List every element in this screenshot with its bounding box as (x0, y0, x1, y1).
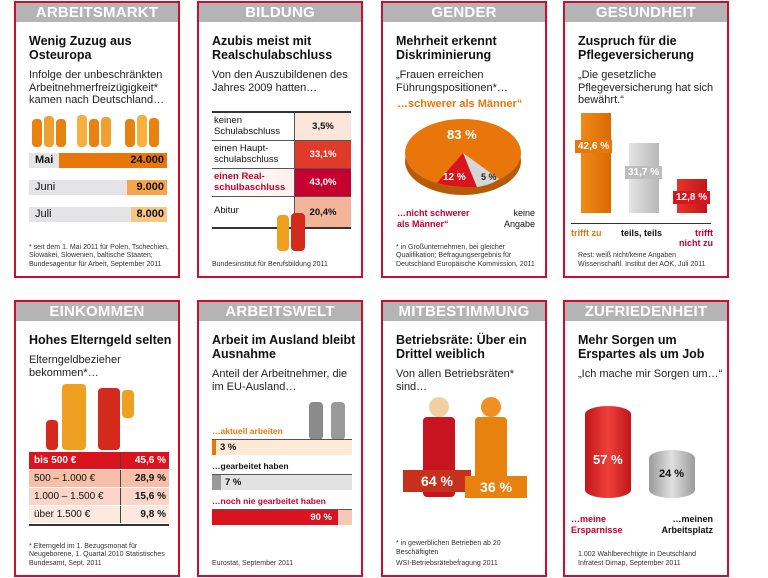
bar-row-mai: Mai 24.000 (29, 153, 167, 168)
slice-label-12: 12 % (443, 172, 466, 183)
panel-subtitle: Infolge der unbeschränkten Arbeitnehmerf… (29, 69, 165, 106)
table-row: 500 – 1.000 € 28,9 % (29, 470, 169, 488)
panel-header: ZUFRIEDENHEIT (565, 302, 727, 321)
label-aktuell: …aktuell arbeiten (212, 426, 283, 436)
label-teils-teils: teils, teils (621, 228, 663, 238)
panel-title: Azubis meist mit Realschulabschluss (212, 34, 333, 62)
panel-einkommen: EINKOMMEN Hohes Elterngeld selten Eltern… (14, 300, 180, 577)
value-label-trifft-nicht-zu: 12,8 % (673, 191, 711, 204)
table-row: bis 500 € 45,6 % (29, 452, 169, 470)
source-note: * in Großunternehmen, bei gleicher Quali… (396, 243, 535, 268)
panel-gender: GENDER Mehrheit erkennt Diskriminierung … (381, 1, 547, 278)
panel-header: MITBESTIMMUNG (383, 302, 545, 321)
value-male: 64 % (403, 470, 471, 492)
value-arbeitsplatz: 24 % (659, 468, 685, 480)
bar-aktuell: 3 % (212, 439, 352, 455)
panel-subtitle: Anteil der Arbeitnehmer, die im EU-Ausla… (212, 368, 348, 393)
highlight-label: …schwerer als Männer“ (397, 98, 523, 110)
bar-row-juli: Juli 8.000 (29, 207, 167, 222)
income-table: bis 500 € 45,6 % 500 – 1.000 € 28,9 % 1.… (29, 452, 169, 526)
value-female: 36 % (465, 476, 527, 498)
bar-row-juni: Juni 9.000 (29, 180, 167, 195)
panel-header: GENDER (383, 3, 545, 22)
panel-title: Arbeit im Ausland bleibt Ausnahme (212, 333, 356, 361)
panel-header: ARBEITSMARKT (16, 3, 178, 22)
panel-bildung: BILDUNG Azubis meist mit Realschulabschl… (197, 1, 363, 278)
slice-label-83: 83 % (447, 127, 477, 142)
label-ersparnisse: …meine Ersparnisse (571, 514, 623, 535)
panel-header: EINKOMMEN (16, 302, 178, 321)
people-figures-icon (32, 113, 168, 149)
table-row: Abitur 20,4% (212, 197, 351, 227)
panel-header: BILDUNG (199, 3, 361, 22)
source-note: Bundesinstitut für Berufsbildung 2011 (212, 260, 328, 268)
panel-title: Mehrheit erkennt Diskriminierung (396, 34, 497, 62)
label-trifft-zu: trifft zu (571, 228, 602, 238)
panel-title: Zuspruch für die Pflegeversicherung (578, 34, 695, 62)
source-note: Eurostat, September 2011 (212, 559, 294, 567)
table-row: 1.000 – 1.500 € 15,6 % (29, 488, 169, 506)
legend-not-harder: …nicht schwerer als Männer“ (397, 208, 470, 229)
value-ersparnisse: 57 % (593, 452, 623, 467)
source-note: * Elterngeld im 1. Bezugsmonat für Neuge… (29, 542, 165, 567)
panel-subtitle: „Die gesetzliche Pflegeversicherung hat … (578, 69, 714, 106)
panel-subtitle: Elterngeldbezieher bekommen*… (29, 354, 121, 379)
footnote: * in gewerblichen Betrieben ab 20 Beschä… (396, 540, 501, 556)
source-note: WSI-Betriebsrätebefragung 2011 (396, 559, 498, 567)
table-row: keinen Schulabschluss 3,5% (212, 113, 351, 141)
panel-zufriedenheit: ZUFRIEDENHEIT Mehr Sorgen um Erspartes a… (563, 300, 729, 577)
panel-header: GESUNDHEIT (565, 3, 727, 22)
bar-nie: 90 % (212, 509, 352, 525)
label-arbeitsplatz: …meinen Arbeitsplatz (661, 514, 713, 535)
table-row: einen Real-schulbaschluss 43,0% (212, 169, 351, 197)
value-label-teils-teils: 31,7 % (625, 166, 663, 179)
legend-no-answer: keine Angabe (503, 208, 535, 229)
panel-subtitle: Von den Auszubildenen des Jahres 2009 ha… (212, 69, 348, 94)
table-row: über 1.500 € 9,8 % (29, 506, 169, 524)
source-note: Rest: weiß nicht/keine Angaben Wissensch… (578, 252, 706, 268)
panel-arbeitsmarkt: ARBEITSMARKT Wenig Zuzug aus Osteuropa I… (14, 1, 180, 278)
bar-trifft-zu (581, 113, 611, 213)
table-row: einen Haupt-schulabschluss 33,1% (212, 141, 351, 169)
couple-figures-icon (277, 213, 307, 253)
panel-title: Wenig Zuzug aus Osteuropa (29, 34, 132, 62)
label-trifft-nicht-zu: trifft nicht zu (679, 228, 713, 248)
pie-chart: 83 % 12 % 5 % (403, 117, 523, 197)
bar-gearbeitet: 7 % (212, 474, 352, 490)
panel-subtitle: „Ich mache mir Sorgen um…“ (578, 368, 723, 380)
panel-title: Hohes Elterngeld selten (29, 333, 172, 347)
source-note: 1.002 Wahlberechtigte in Deutschland Inf… (578, 551, 697, 567)
panel-title: Mehr Sorgen um Erspartes als um Job (578, 333, 705, 361)
businessmen-figures-icon (309, 402, 349, 440)
cylinder-arbeitsplatz (649, 450, 695, 498)
panel-subtitle: Von allen Betriebsräten* sind… (396, 368, 515, 393)
label-gearbeitet: …gearbeitet haben (212, 461, 289, 471)
slice-label-5: 5 % (481, 172, 497, 182)
source-note: * seit dem 1. Mai 2011 für Polen, Tschec… (29, 243, 169, 268)
value-label-trifft-zu: 42,6 % (575, 140, 613, 153)
family-figures-icon (46, 382, 156, 450)
panel-gesundheit: GESUNDHEIT Zuspruch für die Pflegeversic… (563, 1, 729, 278)
panel-header: ARBEITSWELT (199, 302, 361, 321)
panel-title: Betriebsräte: Über ein Drittel weiblich (396, 333, 527, 361)
baseline (571, 223, 711, 224)
panel-arbeitswelt: ARBEITSWELT Arbeit im Ausland bleibt Aus… (197, 300, 363, 577)
panel-subtitle: „Frauen erreichen Führungspositionen*… (396, 69, 508, 94)
panel-mitbestimmung: MITBESTIMMUNG Betriebsräte: Über ein Dri… (381, 300, 547, 577)
education-table: keinen Schulabschluss 3,5% einen Haupt-s… (212, 111, 351, 229)
label-nie: …noch nie gearbeitet haben (212, 496, 326, 506)
cylinder-ersparnisse (585, 406, 631, 498)
